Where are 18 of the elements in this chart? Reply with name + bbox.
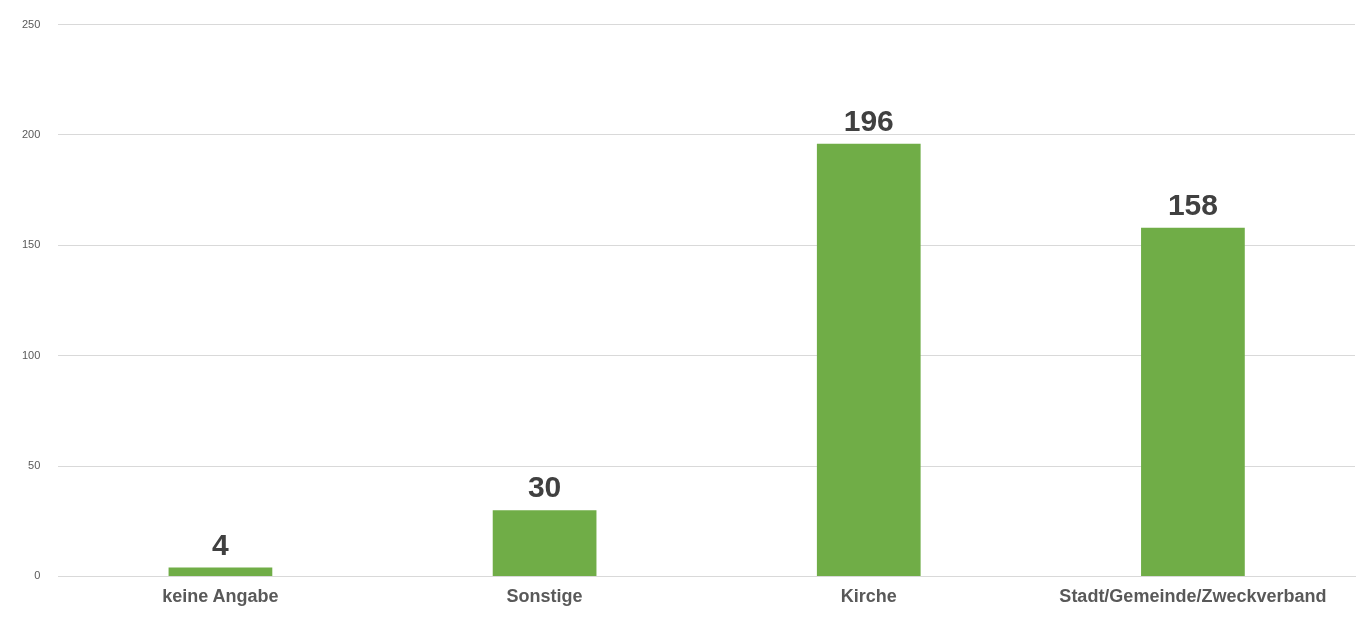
data-label: 196	[843, 104, 894, 138]
data-label: 158	[1167, 187, 1218, 221]
y-tick-label: 50	[28, 459, 41, 472]
y-tick-label: 150	[21, 238, 41, 251]
bar	[816, 143, 921, 576]
y-tick-label: 250	[21, 17, 41, 30]
data-label: 4	[212, 527, 230, 561]
x-tick-label: Sonstige	[506, 586, 583, 607]
y-tick-label: 0	[34, 569, 41, 582]
y-tick-label: 200	[21, 127, 41, 140]
bar	[492, 510, 597, 576]
data-label: 30	[527, 470, 562, 504]
bar	[168, 567, 273, 576]
x-tick-label: Kirche	[840, 586, 897, 607]
x-tick-label: Stadt/Gemeinde/Zweckverband	[1059, 586, 1327, 607]
y-tick-label: 100	[21, 348, 41, 361]
bar	[1141, 227, 1245, 576]
x-tick-label: keine Angabe	[162, 586, 279, 607]
